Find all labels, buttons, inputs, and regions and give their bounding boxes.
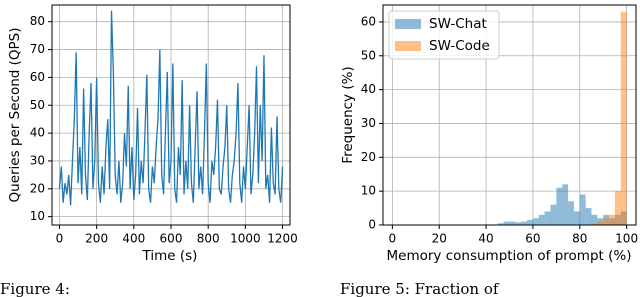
histogram-bar	[620, 11, 627, 226]
y-tick-label: 50	[30, 98, 45, 112]
histogram-bar	[585, 208, 592, 225]
caption: Figure 5: Fraction of	[340, 280, 500, 297]
y-tick-label: 70	[30, 42, 45, 56]
histogram-bar	[568, 201, 574, 225]
histogram-bar	[579, 194, 586, 225]
histogram-bar	[527, 219, 533, 225]
x-tick-label: 400	[122, 232, 145, 246]
x-tick-label: 60	[525, 232, 540, 246]
histogram-bar	[562, 184, 569, 225]
legend-label: SW-Chat	[429, 16, 487, 32]
x-axis-label: Memory consumption of prompt (%)	[387, 248, 632, 264]
histogram-bar	[503, 221, 510, 225]
histogram-bar	[497, 223, 504, 225]
histogram-bar	[591, 223, 598, 225]
plot-frame	[51, 4, 291, 226]
line	[58, 10, 284, 206]
y-tick-label: 20	[30, 181, 45, 195]
x-tick-label: 1000	[230, 232, 261, 246]
y-tick-label: 30	[30, 153, 45, 167]
y-tick-label: 60	[361, 14, 376, 28]
x-tick-label: 1200	[267, 232, 298, 246]
y-tick-label: 30	[361, 116, 376, 130]
x-axis-label: Time (s)	[142, 248, 198, 264]
histogram-bar	[538, 214, 545, 225]
histogram-bar	[544, 211, 551, 225]
histogram-bar	[556, 187, 563, 225]
x-tick-label: 0	[389, 232, 397, 246]
y-tick-label: 10	[30, 209, 45, 223]
y-tick-label: 10	[361, 184, 376, 198]
histogram-bar	[532, 218, 539, 225]
x-tick-label: 100	[615, 232, 638, 246]
y-axis-label: Queries per Second (QPS)	[7, 28, 23, 203]
y-tick-label: 60	[30, 70, 45, 84]
x-tick-label: 20	[432, 232, 447, 246]
x-tick-label: 800	[197, 232, 220, 246]
legend-swatch	[395, 19, 421, 29]
histogram-bar	[603, 218, 610, 225]
x-tick-label: 600	[160, 232, 183, 246]
x-tick-label: 200	[85, 232, 108, 246]
caption: Figure 4:	[0, 280, 70, 297]
histogram-bar	[614, 191, 621, 225]
x-tick-label: 40	[478, 232, 493, 246]
legend-label: SW-Code	[429, 38, 490, 54]
x-tick-label: 0	[56, 232, 64, 246]
y-axis-label: Frequency (%)	[340, 66, 356, 163]
y-tick-label: 40	[361, 82, 376, 96]
histogram-bar	[515, 222, 522, 225]
y-tick-label: 0	[368, 218, 376, 232]
x-tick-label: 80	[572, 232, 587, 246]
histogram-bar	[591, 214, 598, 225]
histogram-bar	[609, 214, 615, 225]
histogram-bar	[573, 211, 580, 225]
y-tick-label: 50	[361, 48, 376, 62]
plot-frame	[382, 4, 637, 226]
histogram-bar	[509, 221, 516, 225]
y-tick-label: 20	[361, 150, 376, 164]
histogram-bar	[521, 221, 528, 225]
histogram-bar	[597, 221, 604, 225]
histogram-bar	[550, 204, 557, 225]
y-tick-label: 80	[30, 14, 45, 28]
legend-swatch	[395, 41, 421, 51]
y-tick-label: 40	[30, 126, 45, 140]
